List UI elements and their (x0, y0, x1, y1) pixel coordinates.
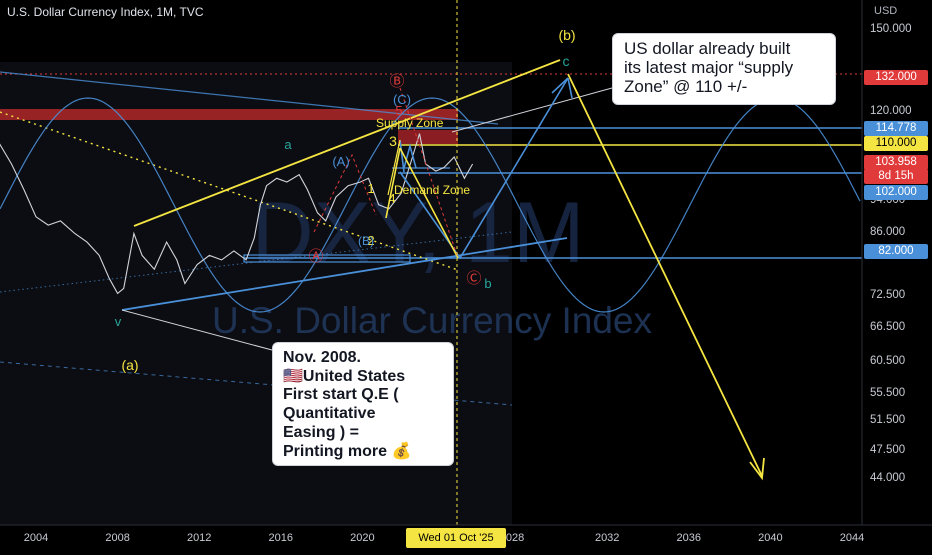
blue-projection-path (399, 77, 569, 260)
time-tick: 2004 (23, 532, 49, 544)
time-tick: 2020 (350, 532, 375, 544)
price-label: 132.000 (864, 69, 928, 85)
yellow-wave-5 (387, 139, 401, 196)
red-dashed-wave-2 (313, 153, 377, 233)
price-tick: 86.000 (870, 226, 906, 239)
chart-title: U.S. Dollar Currency Index, 1M, TVC (7, 5, 204, 19)
price-tick: 51.500 (870, 414, 906, 427)
blue-short-up (399, 139, 405, 173)
blue-channel-bottom (121, 237, 568, 311)
qe-callout[interactable]: Nov. 2008. 🇺🇸United States First start Q… (272, 342, 454, 466)
label-wave-5: 5 (395, 103, 402, 118)
blue-projection-arrowhead-a (551, 77, 569, 94)
price-label: 114.778 (864, 120, 928, 136)
price-label: 103.958 (864, 155, 928, 171)
label-circled-c: Ⓒ (466, 269, 481, 287)
label-wave-b: b (484, 276, 491, 291)
price-label: 110.000 (864, 136, 928, 152)
yellow-channel-top (133, 59, 561, 227)
price-label: 82.000 (864, 243, 928, 259)
price-axis-bg (862, 0, 932, 550)
label-wave-v: v (115, 314, 122, 329)
qe-note-connector (121, 309, 273, 351)
label-wave-4: 4 (388, 191, 395, 206)
time-tick: 2036 (676, 532, 702, 544)
time-tick: 2016 (268, 532, 294, 544)
label-wave-a: a (284, 137, 292, 152)
price-tick: 60.500 (870, 355, 906, 368)
label-circled-a: Ⓐ (308, 247, 323, 265)
price-tick: 66.500 (870, 320, 906, 333)
supply-zone-band (0, 109, 458, 120)
price-label-countdown: 8d 15h (864, 169, 928, 185)
label-wave-a-paren: (A) (332, 154, 349, 169)
label-wave-2: 2 (367, 233, 374, 248)
price-label: 102.000 (864, 185, 928, 200)
watermark-symbol: DXY, 1M (252, 185, 585, 281)
label-wave-c: c (563, 53, 570, 69)
qe-callout-text: Nov. 2008. 🇺🇸United States First start Q… (283, 349, 412, 460)
yellow-arrowhead (749, 457, 765, 481)
price-tick: 150.000 (870, 22, 912, 35)
watermark-name: U.S. Dollar Currency Index (212, 300, 653, 341)
price-tick: 120.000 (870, 104, 912, 117)
label-circled-b: Ⓑ (389, 72, 404, 90)
label-wave-3: 3 (389, 133, 397, 149)
supply-zone-box (398, 130, 458, 144)
price-tick: 72.500 (870, 288, 906, 301)
blue-trend-top (0, 71, 499, 125)
label-wave-b-paren: (b) (558, 27, 575, 43)
supply-zone-callout-text: US dollar already built its latest major… (624, 39, 794, 96)
label-wave-a-small: (a) (121, 357, 138, 373)
blue-dashed-line (0, 361, 513, 406)
time-tick: 2040 (758, 532, 783, 544)
price-tick: 55.500 (870, 386, 906, 399)
price-tick: 47.500 (870, 443, 906, 456)
yellow-wave-3 (385, 147, 401, 219)
blue-projection-arrowhead-b (567, 77, 573, 99)
supply-zone-callout[interactable]: US dollar already built its latest major… (612, 33, 836, 105)
time-tick: 2012 (186, 532, 212, 544)
currency-label: USD (874, 5, 898, 17)
price-tick: 44.000 (870, 471, 906, 484)
blue-dotted-line (0, 231, 513, 293)
yellow-long-down-arrow (567, 73, 763, 477)
label-wave-c-paren: (C) (393, 92, 411, 107)
time-cursor-label: Wed 01 Oct '25 (406, 528, 506, 548)
time-tick: 2008 (105, 532, 130, 544)
label-demand-zone: Demand Zone (394, 183, 470, 197)
yellow-dotted-trend (0, 111, 459, 271)
price-series-line (0, 133, 474, 295)
label-wave-b-paren-blue: (B) (358, 234, 374, 248)
label-wave-1: 1 (367, 181, 374, 196)
time-tick: 2044 (839, 532, 865, 544)
cycle-sine-wave (0, 97, 861, 313)
supply-note-connector (451, 87, 613, 133)
label-supply-zone: Supply Zone (376, 116, 444, 130)
time-tick: 2032 (594, 532, 620, 544)
yellow-drop-line (399, 147, 459, 259)
